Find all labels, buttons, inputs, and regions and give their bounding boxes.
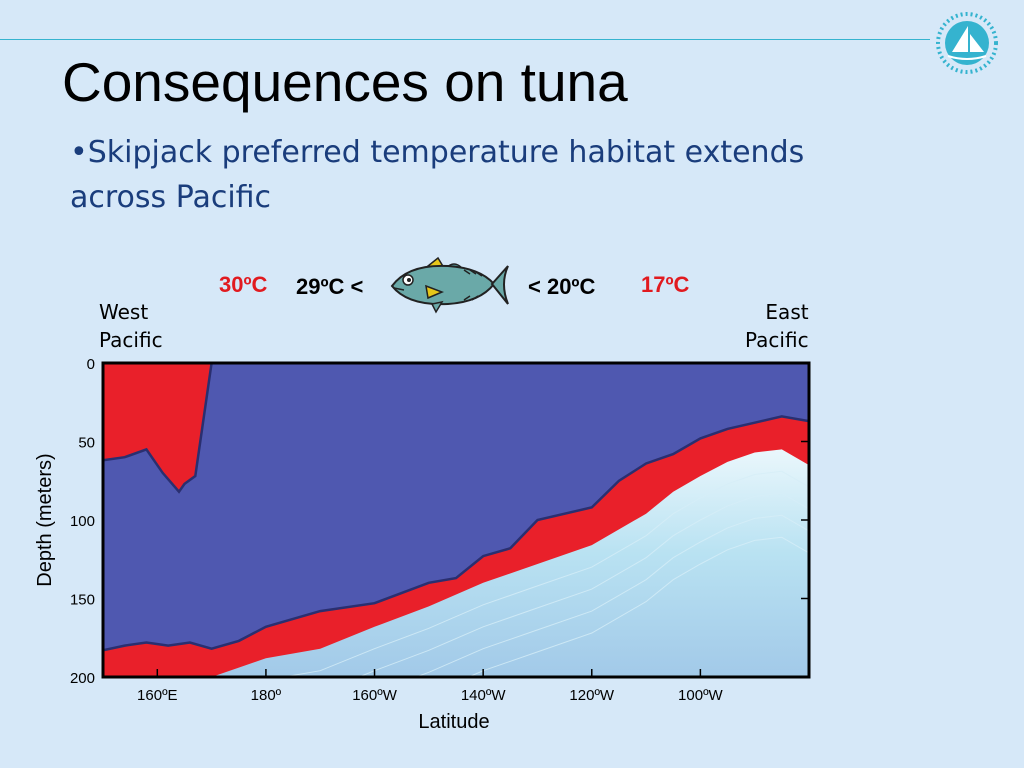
x-tick-label: 160ºE bbox=[137, 687, 178, 704]
x-tick-label: 180º bbox=[251, 687, 282, 704]
warm-pool-area bbox=[103, 363, 212, 492]
spc-sail-logo-icon bbox=[936, 12, 998, 74]
isotherm-contour bbox=[280, 470, 809, 677]
isotherm-contour bbox=[357, 492, 809, 677]
west-pacific-label: West Pacific bbox=[99, 300, 163, 352]
header-rule bbox=[0, 39, 930, 40]
skipjack-tuna-icon bbox=[390, 256, 509, 314]
y-tick-label: 50 bbox=[78, 435, 95, 452]
cool-water-area bbox=[103, 449, 809, 677]
temp-label-20: < 20ºC bbox=[528, 274, 596, 299]
bullet-point: •Skipjack preferred temperature habitat … bbox=[70, 130, 890, 220]
y-tick-label: 150 bbox=[70, 592, 95, 609]
temp-label-29: 29ºC < bbox=[296, 274, 364, 299]
bullet-mark: • bbox=[70, 135, 88, 170]
isotherm-29-line bbox=[103, 415, 809, 652]
x-axis-label: Latitude bbox=[418, 711, 489, 733]
y-tick-label: 0 bbox=[87, 356, 95, 373]
depth-section-plot: 0 50 100 150 200 160ºE 180º 160ºW 140ºW 120ºW 100… bbox=[34, 356, 811, 733]
y-tick-label: 200 bbox=[70, 670, 95, 687]
x-tick-label: 100ºW bbox=[678, 687, 724, 704]
habitat-chart: 30ºC 29ºC < < 20ºC 17ºC West Pacific Eas… bbox=[0, 250, 1024, 750]
y-axis-label: Depth (meters) bbox=[34, 453, 56, 586]
isotherm-30-line bbox=[103, 363, 213, 494]
y-tick-label: 100 bbox=[70, 513, 95, 530]
temp-label-30: 30ºC bbox=[219, 272, 268, 297]
x-tick-label: 160ºW bbox=[352, 687, 398, 704]
x-tick-label: 120ºW bbox=[569, 687, 615, 704]
isotherm-contour bbox=[414, 514, 809, 677]
isotherm-contour bbox=[467, 536, 809, 677]
page-title: Consequences on tuna bbox=[62, 51, 628, 113]
bullet-text: Skipjack preferred temperature habitat e… bbox=[70, 135, 805, 215]
temp-label-17: 17ºC bbox=[641, 272, 690, 297]
east-pacific-label: East Pacific bbox=[745, 300, 809, 352]
x-tick-label: 140ºW bbox=[461, 687, 507, 704]
